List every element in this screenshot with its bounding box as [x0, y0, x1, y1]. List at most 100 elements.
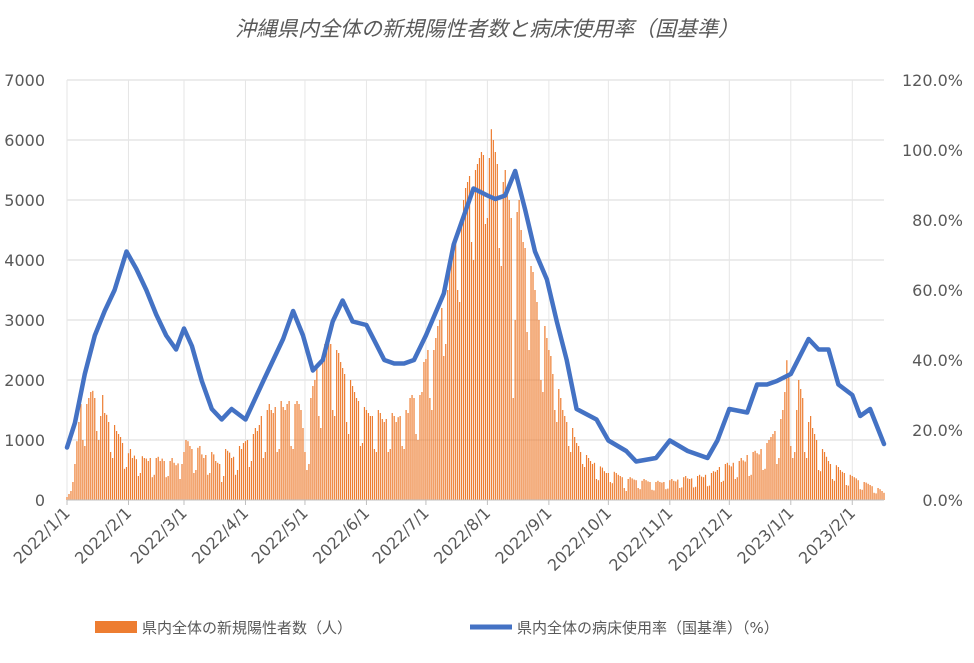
bar: [134, 456, 135, 500]
bar: [407, 413, 408, 500]
bar: [114, 425, 115, 500]
y-right-tick-label: 80.0%: [912, 211, 963, 230]
bar: [624, 488, 625, 500]
bar: [570, 452, 571, 500]
bar: [749, 476, 750, 500]
bar: [778, 458, 779, 500]
bar: [388, 452, 389, 500]
bar: [334, 416, 335, 500]
x-tick-label: 2022/10/1: [544, 503, 615, 574]
bar: [796, 410, 797, 500]
bar: [580, 452, 581, 500]
bar: [281, 401, 282, 500]
bar: [376, 452, 377, 500]
x-tick-label: 2022/6/1: [309, 503, 373, 567]
bar: [439, 320, 440, 500]
bar: [429, 398, 430, 500]
bar: [126, 467, 127, 500]
bar: [362, 443, 363, 500]
bar: [342, 368, 343, 500]
x-tick-label: 2022/2/1: [71, 503, 135, 567]
bar: [832, 479, 833, 500]
bar: [790, 446, 791, 500]
bar: [804, 452, 805, 500]
bar: [554, 410, 555, 500]
bar: [112, 458, 113, 500]
y-left-tick-label: 1000: [4, 431, 45, 450]
bar: [296, 401, 297, 500]
bar: [358, 401, 359, 500]
bar: [86, 404, 87, 500]
bar: [451, 260, 452, 500]
bar: [745, 462, 746, 500]
bar: [677, 480, 678, 500]
bar: [838, 467, 839, 500]
bar: [269, 404, 270, 500]
bar: [348, 434, 349, 500]
bar: [92, 391, 93, 500]
bar: [110, 452, 111, 500]
y-left-tick-label: 0: [35, 491, 45, 510]
bar: [689, 479, 690, 500]
bar: [556, 422, 557, 500]
bar: [481, 152, 482, 500]
bar: [530, 266, 531, 500]
bar: [606, 473, 607, 500]
bar: [483, 155, 484, 500]
bar: [590, 461, 591, 500]
bar: [223, 476, 224, 500]
bar: [576, 443, 577, 500]
bar: [185, 440, 186, 500]
bar: [326, 350, 327, 500]
bar: [671, 479, 672, 500]
bar: [653, 490, 654, 500]
bar: [298, 404, 299, 500]
bar: [572, 428, 573, 500]
bar: [852, 476, 853, 500]
bar: [366, 410, 367, 500]
bar: [768, 440, 769, 500]
bar: [237, 470, 238, 500]
bar: [368, 413, 369, 500]
bar: [300, 410, 301, 500]
bar: [386, 419, 387, 500]
bar: [858, 480, 859, 500]
bar: [495, 152, 496, 500]
bar: [394, 416, 395, 500]
bar: [102, 395, 103, 500]
bar: [425, 359, 426, 500]
bar: [324, 344, 325, 500]
bar: [528, 350, 529, 500]
bar: [181, 464, 182, 500]
bar: [308, 464, 309, 500]
bar: [148, 461, 149, 500]
bar: [404, 449, 405, 500]
bar: [124, 469, 125, 500]
bar: [255, 428, 256, 500]
bar: [130, 449, 131, 500]
bar: [626, 491, 627, 500]
bar: [166, 477, 167, 500]
bar: [719, 467, 720, 500]
bar: [667, 489, 668, 500]
bar: [733, 463, 734, 500]
bar: [582, 464, 583, 500]
bar: [449, 272, 450, 500]
bar: [78, 422, 79, 500]
bar: [870, 485, 871, 500]
bar: [544, 326, 545, 500]
chart-title: 沖縄県内全体の新規陽性者数と病床使用率（国基準）: [235, 17, 739, 41]
bar: [392, 413, 393, 500]
bar: [566, 422, 567, 500]
bar: [158, 457, 159, 500]
bar: [455, 242, 456, 500]
bar: [469, 176, 470, 500]
bar: [457, 290, 458, 500]
bar: [526, 332, 527, 500]
bar: [398, 417, 399, 500]
bar: [806, 458, 807, 500]
bar: [304, 452, 305, 500]
bar: [707, 486, 708, 500]
bar-series-new-cases: [66, 129, 884, 500]
bar: [162, 459, 163, 500]
